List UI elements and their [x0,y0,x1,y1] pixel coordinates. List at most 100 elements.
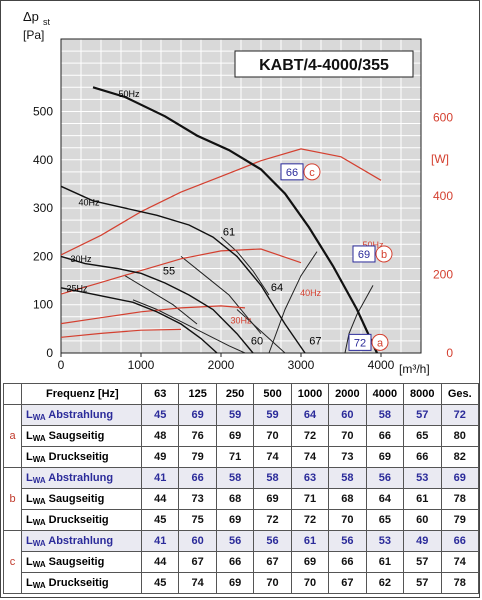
row-label-text: Druckseitig [45,576,109,589]
row-label-prefix: L [26,471,33,484]
header-frequency-cell: Ges. [440,383,479,405]
curve-label: 30Hz [70,254,92,264]
header-frequency-cell: 250 [215,383,255,405]
value-cell: 59 [215,404,255,426]
chart-title: KABT/4-4000/355 [259,57,389,74]
value-cell: 61 [290,530,330,552]
value-cell: 73 [328,446,367,468]
table-body: a LWA Abstrahlung 45 69 59 59 64 60 58 57 72 LWA Sa… [3,404,479,594]
sound-isoline [344,285,374,354]
row-label: LWA Druckseitig [21,572,142,594]
y-tick-label-right: 400 [433,189,453,203]
curve-label: 30Hz [230,316,252,326]
value-cell: 53 [365,530,405,552]
value-cell: 58 [215,467,255,489]
row-label: LWA Saugseitig [21,425,142,447]
op-point-circle [375,245,393,263]
row-label-prefix: L [26,534,33,547]
value-cell: 82 [440,446,479,468]
y-axis-unit-left: [Pa] [23,28,44,42]
value-cell: 61 [403,488,442,510]
power-curve [60,328,182,338]
row-label-text: Saugseitig [45,492,105,505]
op-point-letter: a [377,337,384,349]
curve-label: 25Hz [66,284,88,294]
table-row: b LWA Abstrahlung 41 66 58 58 63 58 56 53 69 [3,467,479,531]
row-label-sub: WA [32,475,46,485]
header-frequency-cell: 500 [253,383,292,405]
row-label-prefix: L [26,492,33,505]
pressure-curve [60,287,218,354]
y-axis-label-left-sub: st [43,17,51,27]
curve-label: 55 [163,266,175,278]
value-cell: 72 [440,404,479,426]
value-cell: 70 [328,425,367,447]
op-point-box [352,245,376,263]
value-cell: 48 [140,425,180,447]
y-tick-label-left: 500 [33,104,53,118]
op-point-box [280,163,304,181]
value-cell: 69 [215,425,255,447]
curve-label: 64 [271,282,283,294]
value-cell: 79 [178,446,217,468]
value-cell: 75 [178,509,217,531]
x-tick-label: 2000 [208,358,235,372]
value-cell: 66 [365,425,405,447]
value-cell: 67 [253,551,292,573]
row-label-sub: WA [32,517,46,527]
table-row: LWA Druckseitig 49 79 71 74 74 73 69 66 82 [4,446,479,468]
op-point-value: 66 [286,167,298,179]
group-label: c [3,530,22,594]
value-cell: 70 [253,572,292,594]
row-label-text: Abstrahlung [45,534,114,547]
curve-label: 60 [251,335,263,347]
value-cell: 45 [140,404,180,426]
y-axis-label-left: Δp [23,9,39,24]
value-cell: 79 [440,509,479,531]
value-cell: 69 [290,551,330,573]
value-cell: 70 [290,572,330,594]
value-cell: 70 [253,425,292,447]
value-cell: 69 [178,404,217,426]
op-point-box [348,333,372,351]
value-cell: 57 [403,551,442,573]
value-cell: 66 [178,467,217,489]
table-header: Frequenz [Hz] 63 125 250 500 1000 2000 4000 8000… [3,383,479,405]
value-cell: 49 [140,446,180,468]
value-cell: 44 [140,488,180,510]
y-tick-label-right: 200 [433,268,453,282]
pressure-curve [60,185,306,354]
value-cell: 63 [290,467,330,489]
value-cell: 78 [440,572,479,594]
title-box [234,50,414,78]
value-cell: 53 [403,467,442,489]
x-tick-label: 1000 [128,358,155,372]
value-cell: 41 [140,467,180,489]
table-row: LWA Saugseitig 44 73 68 69 71 68 64 61 78 [4,488,479,510]
header-frequency-cell: 8000 [403,383,442,405]
x-tick-label: 4000 [368,358,395,372]
value-cell: 45 [140,572,180,594]
value-cell: 68 [328,488,367,510]
y-tick-label-left: 100 [33,298,53,312]
row-label: LWA Druckseitig [21,509,142,531]
table-row: LWA Saugseitig 48 76 69 70 72 70 66 65 80 [4,425,479,447]
value-cell: 65 [365,509,405,531]
row-label-sub: WA [32,412,46,422]
value-cell: 57 [403,404,442,426]
value-cell: 59 [253,404,292,426]
value-cell: 74 [178,572,217,594]
value-cell: 58 [365,404,405,426]
value-cell: 44 [140,551,180,573]
sound-isoline [268,251,318,354]
group-label: b [3,467,22,531]
value-cell: 69 [440,467,479,489]
value-cell: 41 [140,530,180,552]
value-cell: 56 [215,530,255,552]
power-curve [60,148,382,256]
power-curve [60,305,246,325]
table-row: LWA Saugseitig 44 67 66 67 69 66 61 57 74 [4,551,479,573]
value-cell: 45 [140,509,180,531]
header-group-cell [3,383,22,405]
row-label-text: Druckseitig [45,450,109,463]
